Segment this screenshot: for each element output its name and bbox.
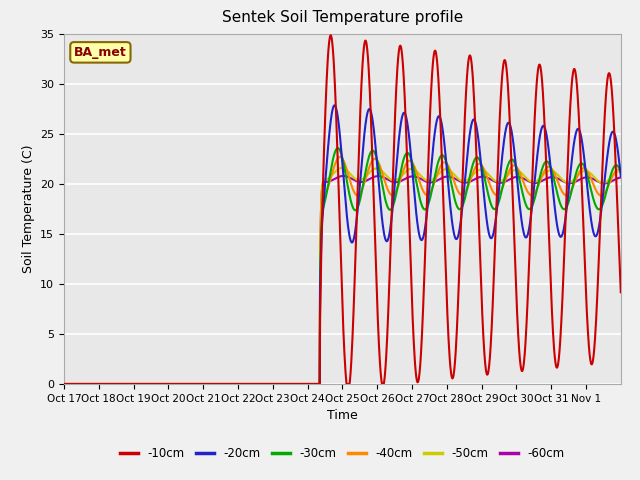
Y-axis label: Soil Temperature (C): Soil Temperature (C) (22, 144, 35, 273)
X-axis label: Time: Time (327, 409, 358, 422)
Text: BA_met: BA_met (74, 46, 127, 59)
Legend: -10cm, -20cm, -30cm, -40cm, -50cm, -60cm: -10cm, -20cm, -30cm, -40cm, -50cm, -60cm (115, 443, 570, 465)
Title: Sentek Soil Temperature profile: Sentek Soil Temperature profile (222, 11, 463, 25)
